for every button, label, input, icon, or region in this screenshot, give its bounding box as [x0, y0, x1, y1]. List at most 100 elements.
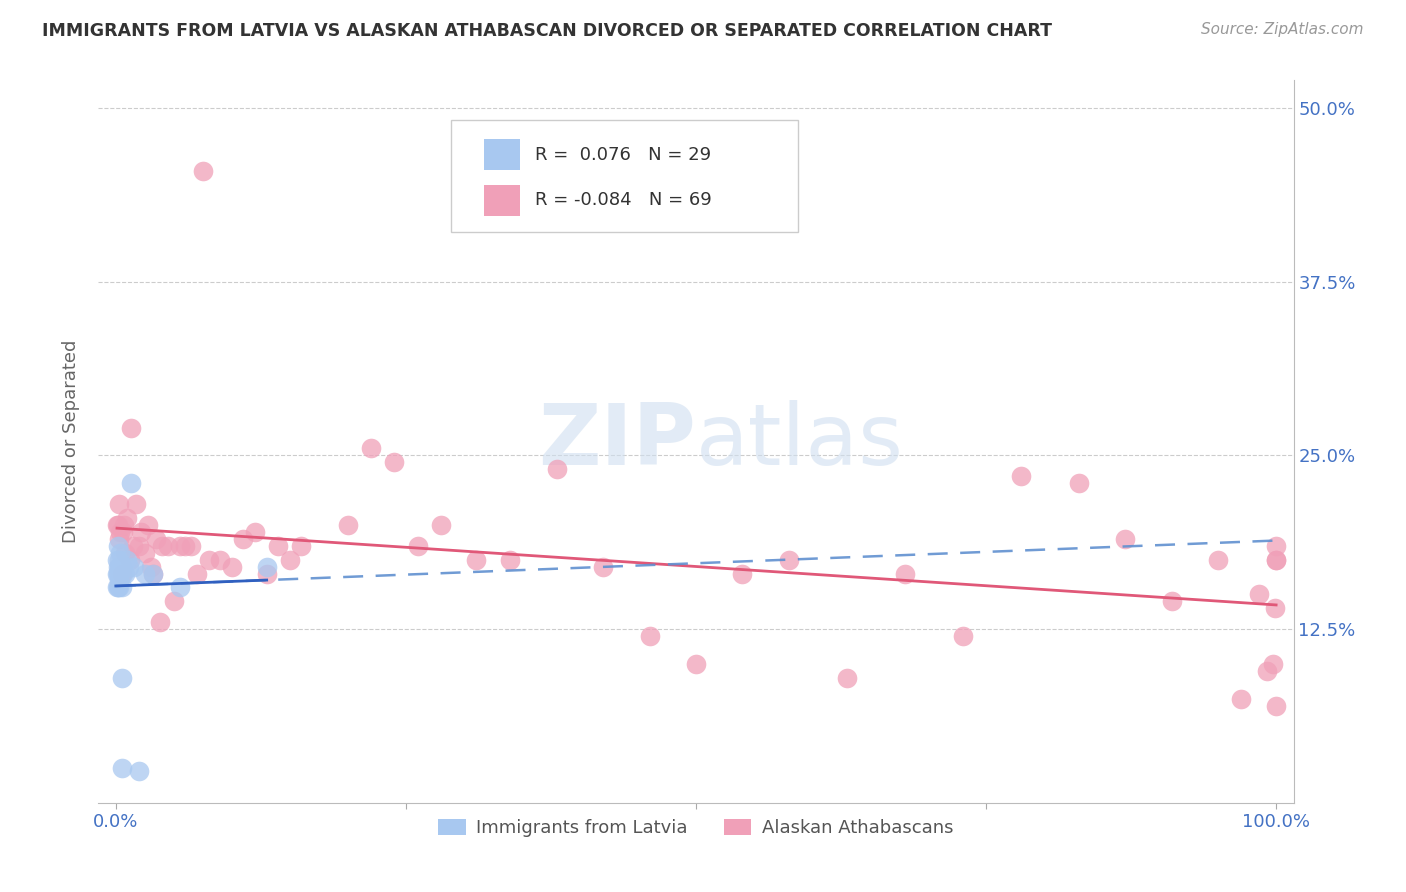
Point: [894, 566, 917, 581]
Point: [124, 497, 146, 511]
Text: Source: ZipAtlas.com: Source: ZipAtlas.com: [1201, 22, 1364, 37]
Text: atlas: atlas: [696, 400, 904, 483]
Point: [180, 539, 202, 553]
Point: [169, 539, 191, 553]
Point: [105, 517, 128, 532]
Point: [117, 511, 139, 525]
Point: [111, 671, 134, 685]
Point: [142, 566, 165, 581]
Point: [1261, 657, 1284, 671]
Point: [107, 517, 129, 532]
Point: [186, 566, 208, 581]
Point: [1114, 532, 1136, 546]
Point: [163, 594, 186, 608]
Point: [110, 524, 132, 539]
Point: [145, 532, 167, 546]
Point: [131, 524, 153, 539]
Point: [290, 539, 312, 553]
Text: R =  0.076   N = 29: R = 0.076 N = 29: [534, 145, 711, 163]
Point: [278, 552, 301, 566]
Point: [149, 615, 172, 630]
Point: [105, 552, 128, 566]
Point: [1160, 594, 1182, 608]
Point: [1265, 552, 1288, 566]
Point: [174, 539, 197, 553]
Point: [136, 517, 159, 532]
Point: [232, 532, 254, 546]
Point: [122, 539, 145, 553]
Point: [197, 552, 219, 566]
Point: [267, 539, 290, 553]
Point: [1010, 469, 1032, 483]
Point: [142, 566, 165, 581]
Point: [139, 559, 162, 574]
Point: [124, 559, 146, 574]
Point: [685, 657, 707, 671]
Point: [112, 517, 135, 532]
Point: [128, 539, 150, 553]
Point: [1265, 698, 1288, 713]
Point: [1230, 691, 1253, 706]
Point: [1264, 601, 1286, 615]
Text: ZIP: ZIP: [538, 400, 696, 483]
Point: [108, 581, 131, 595]
Point: [499, 552, 522, 566]
FancyBboxPatch shape: [485, 185, 520, 216]
Point: [221, 559, 243, 574]
Point: [191, 163, 214, 178]
Point: [150, 539, 173, 553]
Text: IMMIGRANTS FROM LATVIA VS ALASKAN ATHABASCAN DIVORCED OR SEPARATED CORRELATION C: IMMIGRANTS FROM LATVIA VS ALASKAN ATHABA…: [42, 22, 1052, 40]
Point: [105, 566, 128, 581]
Point: [110, 546, 132, 560]
Point: [111, 761, 134, 775]
Point: [111, 581, 134, 595]
Y-axis label: Divorced or Separated: Divorced or Separated: [62, 340, 80, 543]
Point: [1067, 476, 1090, 491]
Point: [157, 539, 180, 553]
Point: [108, 559, 131, 574]
Point: [778, 552, 800, 566]
Point: [117, 552, 139, 566]
Point: [107, 539, 129, 553]
Point: [638, 629, 661, 643]
Point: [118, 552, 141, 566]
Point: [117, 559, 139, 574]
Point: [108, 552, 131, 566]
FancyBboxPatch shape: [451, 120, 797, 232]
Point: [108, 497, 131, 511]
Point: [592, 559, 614, 574]
Point: [111, 566, 134, 581]
Point: [256, 559, 278, 574]
Point: [1206, 552, 1229, 566]
Point: [464, 552, 486, 566]
Point: [1256, 664, 1278, 678]
Point: [107, 559, 129, 574]
Point: [382, 455, 405, 469]
Point: [406, 539, 429, 553]
Point: [429, 517, 451, 532]
Point: [107, 566, 129, 581]
Point: [108, 574, 131, 588]
Legend: Immigrants from Latvia, Alaskan Athabascans: Immigrants from Latvia, Alaskan Athabasc…: [432, 812, 960, 845]
Point: [120, 420, 142, 434]
Point: [134, 566, 156, 581]
Point: [111, 524, 134, 539]
Point: [134, 546, 156, 560]
Point: [105, 581, 128, 595]
Point: [169, 581, 191, 595]
Point: [835, 671, 858, 685]
Point: [1265, 539, 1288, 553]
Point: [111, 566, 134, 581]
Point: [546, 462, 568, 476]
Point: [111, 559, 134, 574]
Point: [731, 566, 754, 581]
Point: [360, 442, 382, 456]
Point: [256, 566, 278, 581]
Point: [108, 532, 131, 546]
Point: [108, 566, 131, 581]
Point: [336, 517, 359, 532]
Point: [107, 581, 129, 595]
Point: [114, 566, 136, 581]
Point: [128, 764, 150, 778]
Text: R = -0.084   N = 69: R = -0.084 N = 69: [534, 192, 711, 210]
